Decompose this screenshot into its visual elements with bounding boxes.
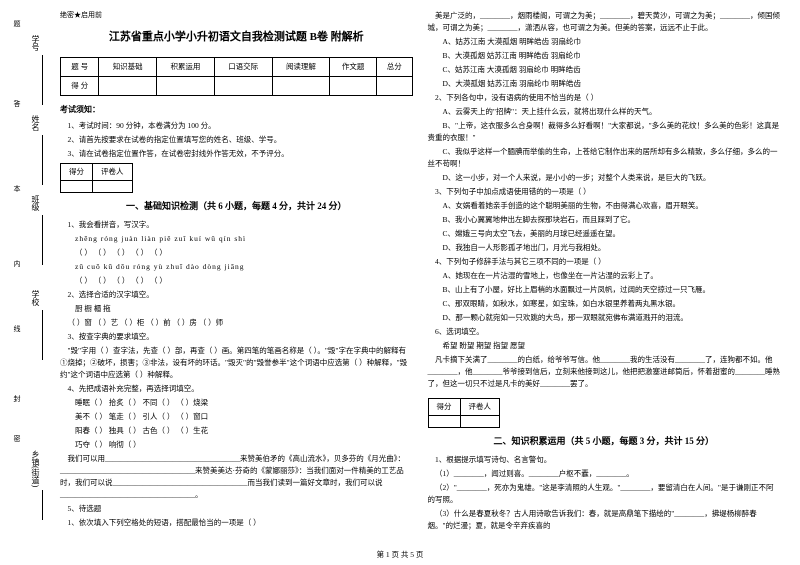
option: C、嫦娥三号向太空飞去，美丽的月球已经遥遥在望。 [428, 228, 781, 240]
notice-title: 考试须知： [60, 104, 413, 117]
cut-mark: 线 [12, 325, 22, 332]
option: A、女娲看着她亲手创造的这个聪明美丽的生物，不由得满心欢喜，眉开眼笑。 [428, 200, 781, 212]
content-area: 绝密★启用前 江苏省重点小学小升初语文自我检测试题 B卷 附解析 题 号 知识基… [60, 10, 780, 534]
side-label-town: 乡镇(街道) [30, 450, 41, 487]
page-footer: 第 1 页 共 5 页 [0, 549, 800, 560]
th: 口语交际 [214, 57, 272, 76]
side-label-school: 学校 [30, 290, 41, 306]
notice-item: 1、考试时间：90 分钟，本卷满分为 100 分。 [60, 120, 413, 132]
right-column: 美是广泛的，________，烟雨楼阁，可谓之为美；________，碧天黄沙，… [428, 10, 781, 534]
q2-right: 2、下列各句中，没有语病的使用不恰当的是（ ） [428, 92, 781, 104]
cut-mark: 本 [12, 185, 22, 192]
q2-chars: 厨 橱 櫃 拖 [60, 303, 413, 315]
side-label-class: 班级 [30, 195, 41, 211]
q5-sub: 1、依次填入下列空格处的短语，搭配最恰当的一项是（ ） [60, 517, 413, 529]
side-line [42, 490, 43, 520]
intro-text: 美是广泛的，________，烟雨楼阁，可谓之为美；________，碧天黄沙，… [428, 10, 781, 34]
option: B、"上帝，这衣服多么合身啊！裁得多么好看啊！"大家都说，"多么美的花纹！多么美… [428, 120, 781, 144]
q4-body: 我们可以用___________________________________… [60, 453, 413, 501]
pinyin-row: zǔ cuō kū dōu róng yù zhuī dào dòng jiān… [60, 261, 413, 273]
section2-title: 二、知识积累运用（共 5 小题，每题 3 分，共计 15 分） [428, 434, 781, 448]
cut-mark: 封 [12, 395, 22, 402]
th: 总分 [376, 57, 412, 76]
option: A、姑苏江南 大漠孤烟 明眸皓齿 羽扇纶巾 [428, 36, 781, 48]
th: 阅读理解 [272, 57, 330, 76]
q2-stem: 2、选择合适的汉字填空。 [60, 289, 413, 301]
notice-item: 2、请首先按要求在试卷的指定位置填写您的姓名、班级、学号。 [60, 134, 413, 146]
q6-right: 6、选词填空。 [428, 326, 781, 338]
option: C、那双眼睛，如秋水，如寒星，如宝珠，如白水银里养着两丸黑水银。 [428, 298, 781, 310]
q4-row: 阳春（ ） 独具（ ） 古色（ ） （ ）生花 [60, 425, 413, 437]
q4-row: 睡眠（ ） 拾炙（ ） 不同（ ） （ ）烧梁 [60, 397, 413, 409]
option: A、她现在在一片沾湿的雪地上，也像坐在一片沾湿的云彩上了。 [428, 270, 781, 282]
grader-box: 得分评卷人 [60, 163, 133, 193]
option: D、大漠孤烟 姑苏江南 羽扇纶巾 明眸皓齿 [428, 78, 781, 90]
s2-q1-2: （2）"________，死亦为鬼雄。"这是李清照的人生观。"________，… [428, 482, 781, 506]
q6-words: 希望 盼望 期望 指望 愿望 [428, 340, 781, 352]
s2-q1-3: （3）什么是春夏秋冬？古人用诗歌告诉我们：春，就是高鼎笔下描绘的"_______… [428, 508, 781, 532]
th: 题 号 [61, 57, 99, 76]
sidebar-margin: 学号 姓名 班级 学校 乡镇(街道) 题 答 本 内 线 封 密 [0, 0, 55, 520]
box-row: （ ） （ ） （ ） （ ） （ ） [60, 275, 413, 287]
option: D、这一小步，对一个人来说，是小小的一步；对整个人类来说，是巨大的飞跃。 [428, 172, 781, 184]
q2-line: （ ）窗 （ ）艺 （ ）柜 （ ）前 （ ）房 （ ）师 [60, 317, 413, 329]
cut-mark: 密 [12, 435, 22, 442]
cut-mark: 内 [12, 260, 22, 267]
secrecy-tag: 绝密★启用前 [60, 10, 413, 21]
option: B、山上有了小屋，好比上眉梢的水面飘过一片凤帆，过阔的天空掠过一只飞雁。 [428, 284, 781, 296]
s2-q1-1: （1）________，闻过则喜。________户枢不蠹，________。 [428, 468, 781, 480]
option: C、姑苏江南 大漠孤烟 羽扇纶巾 明眸皓齿 [428, 64, 781, 76]
th: 知识基础 [99, 57, 157, 76]
side-line [42, 310, 43, 360]
td: 得 分 [61, 76, 99, 95]
grader-box: 得分评卷人 [428, 398, 501, 428]
left-column: 绝密★启用前 江苏省重点小学小升初语文自我检测试题 B卷 附解析 题 号 知识基… [60, 10, 413, 534]
s2-q1: 1、根据提示填写诗句、名言警句。 [428, 454, 781, 466]
q4-stem: 4、先把成语补充完整，再选择词填空。 [60, 383, 413, 395]
q3-stem: 3、按查字典的要求填空。 [60, 331, 413, 343]
th: 作文题 [330, 57, 377, 76]
cut-mark: 题 [12, 20, 22, 27]
notice-item: 3、请在试卷指定位置作答，在试卷密封线外作答无效，不予评分。 [60, 148, 413, 160]
section1-title: 一、基础知识检测（共 6 小题，每题 4 分，共计 24 分） [60, 199, 413, 213]
th: 积累运用 [157, 57, 215, 76]
option: D、我独自一人形影孤孑地出门，月光与我相处。 [428, 242, 781, 254]
side-label-id: 学号 [30, 35, 41, 51]
pinyin-row: zhēng róng juàn liàn piě zuǐ kuí wǔ qín … [60, 233, 413, 245]
option: B、大漠孤烟 姑苏江南 明眸皓齿 羽扇纶巾 [428, 50, 781, 62]
q3-right: 3、下列句子中加点成语使用错的的一项是（ ） [428, 186, 781, 198]
exam-title: 江苏省重点小学小升初语文自我检测试题 B卷 附解析 [60, 29, 413, 47]
q3-body: "毁"字用（ ）查字法，先查（ ）部，再查（ ）画。第四笔的笔画名称是（ ）。"… [60, 345, 413, 381]
q4-row: 美不（ ） 笔走（ ） 引人（ ） （ ）窗口 [60, 411, 413, 423]
side-line [42, 135, 43, 185]
q4-row: 巧夺（ ） 响彻（ ） [60, 439, 413, 451]
option: D、那一颗心就宛如一只欢跳的大鸟，那一双眼就宛佛布满道溅开的泪流。 [428, 312, 781, 324]
cut-mark: 答 [12, 100, 22, 107]
option: B、我小心翼翼地伸出左脚去探那块岩石，而且踩到了它。 [428, 214, 781, 226]
side-label-name: 姓名 [30, 115, 41, 131]
q1-stem: 1、我会看拼音，写汉字。 [60, 219, 413, 231]
q4-right: 4、下列句子修辞手法与其它三项不同的一项是（ ） [428, 256, 781, 268]
score-table: 题 号 知识基础 积累运用 口语交际 阅读理解 作文题 总分 得 分 [60, 57, 413, 96]
side-line [42, 55, 43, 105]
q5-stem: 5、待选题 [60, 503, 413, 515]
box-row: （ ） （ ） （ ） （ ） （ ） [60, 247, 413, 259]
option: A、云雾天上的"招牌"：天上挂什么云，就将出现什么样的天气。 [428, 106, 781, 118]
side-line [42, 215, 43, 265]
q6-body: 凡卡摘下关满了________的白纸，给爷爷写信。他________我的生活没有… [428, 354, 781, 390]
option: C、我似乎这样一个腼腆而举偷的生命，上苍给它制作出来的居所却有多么精致，多么仔细… [428, 146, 781, 170]
